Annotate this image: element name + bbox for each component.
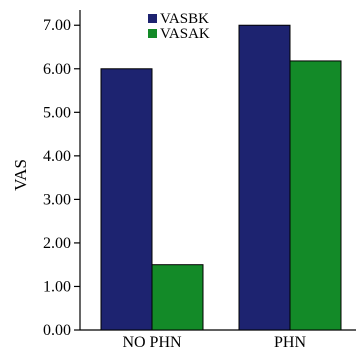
legend-swatch-vasbk <box>148 14 157 23</box>
bars <box>100 24 342 331</box>
bar-vasak-1 <box>289 60 342 331</box>
y-tick-label: 6.00 <box>43 61 71 78</box>
y-tick-label: 1.00 <box>43 278 71 295</box>
legend-label-vasak: VASAK <box>160 26 210 42</box>
y-tick-label: 0.00 <box>43 322 71 339</box>
y-tick-label: 2.00 <box>43 235 71 252</box>
legend-swatch-vasak <box>148 29 157 38</box>
bar-vasak-0 <box>151 264 204 331</box>
y-tick-label: 7.00 <box>43 17 71 34</box>
x-axis-ticks: NO PHN PHN <box>122 334 306 350</box>
x-tick-label: NO PHN <box>122 334 182 350</box>
x-tick-label: PHN <box>274 334 306 350</box>
y-axis-ticks: 0.00 1.00 2.00 3.00 4.00 5.00 6.00 7.00 <box>43 17 80 339</box>
y-tick-label: 5.00 <box>43 104 71 121</box>
bar-vasbk-0 <box>100 68 153 331</box>
bar-vasbk-1 <box>238 24 291 331</box>
plot-area: 0.00 1.00 2.00 3.00 4.00 5.00 6.00 7.00 NO PHN P… <box>43 10 356 350</box>
legend-label-vasbk: VASBK <box>160 11 209 27</box>
y-tick-label: 4.00 <box>43 148 71 165</box>
y-axis-title: VAS <box>11 159 30 191</box>
y-tick-label: 3.00 <box>43 191 71 208</box>
